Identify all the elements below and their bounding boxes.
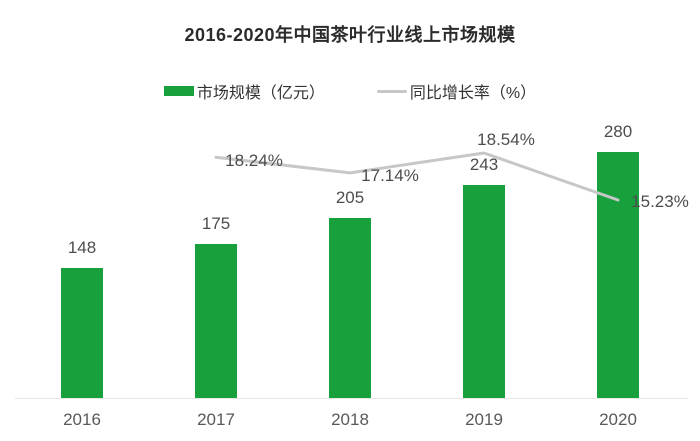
bar-2019: [463, 184, 505, 398]
bar-2016: [61, 268, 103, 398]
line-legend-swatch-icon: [376, 89, 407, 93]
legend-item-market-size: 市场规模（亿元）: [163, 79, 325, 103]
growth-rate-label-2017: 18.24%: [225, 151, 283, 171]
growth-rate-label-2019: 18.54%: [477, 130, 535, 149]
bar-value-label-2019: 243: [469, 154, 499, 174]
chart-title: 2016-2020年中国茶叶行业线上市场规模: [184, 25, 516, 45]
x-axis-label-2016: 2016: [63, 410, 101, 429]
bar-2017: [195, 244, 237, 398]
x-axis-label-2020: 2020: [599, 410, 637, 429]
legend-item-growth-rate: 同比增长率（%）: [376, 79, 537, 103]
x-axis-label-2017: 2017: [197, 410, 235, 429]
chart-legend: 市场规模（亿元） 同比增长率（%）: [0, 79, 700, 103]
bar-value-label-2017: 175: [201, 214, 231, 234]
x-axis-label-2019: 2019: [465, 410, 503, 429]
bar-value-label-2018: 205: [335, 188, 365, 207]
legend-label-growth-rate: 同比增长率（%）: [409, 85, 537, 102]
bar-legend-swatch-icon: [163, 86, 194, 96]
x-axis-line: [15, 398, 688, 399]
bar-2020: [597, 152, 639, 398]
growth-rate-label-2020: 15.23%: [631, 192, 689, 211]
bar-2018: [329, 218, 371, 398]
growth-rate-label-2018: 17.14%: [361, 165, 419, 185]
bar-value-label-2016: 148: [67, 238, 97, 258]
x-axis-label-2018: 2018: [331, 410, 369, 429]
bar-value-label-2020: 280: [603, 122, 633, 142]
legend-label-market-size: 市场规模（亿元）: [196, 85, 325, 102]
